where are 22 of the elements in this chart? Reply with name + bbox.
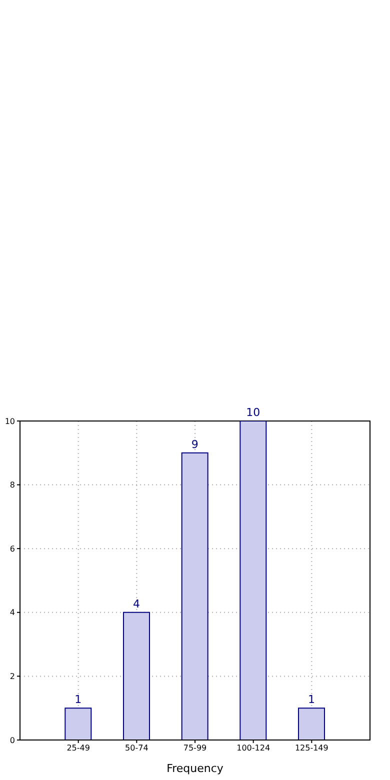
x-tick-label: 100-124 xyxy=(236,744,270,753)
bar xyxy=(181,452,208,740)
data-label: 4 xyxy=(133,597,140,610)
y-tick-label: 4 xyxy=(10,608,15,618)
x-axis-title: Frequency xyxy=(166,762,224,775)
bar xyxy=(64,708,92,740)
data-label: 9 xyxy=(191,438,198,451)
y-tick-label: 0 xyxy=(10,736,15,745)
x-tick-label: 125-149 xyxy=(294,744,328,753)
y-tick-label: 2 xyxy=(10,672,15,682)
x-tick-label: 75-99 xyxy=(183,744,207,753)
bar xyxy=(123,612,150,740)
x-tick-label: 50-74 xyxy=(125,744,148,753)
data-label: 10 xyxy=(246,406,260,419)
data-label: 1 xyxy=(74,693,82,706)
bar xyxy=(298,708,325,740)
data-label: 1 xyxy=(308,693,315,706)
y-tick-label: 6 xyxy=(10,544,15,554)
y-tick-label: 10 xyxy=(4,416,15,426)
y-tick-label: 8 xyxy=(10,480,15,490)
bar xyxy=(240,421,267,740)
x-tick-label: 25-49 xyxy=(66,744,90,753)
